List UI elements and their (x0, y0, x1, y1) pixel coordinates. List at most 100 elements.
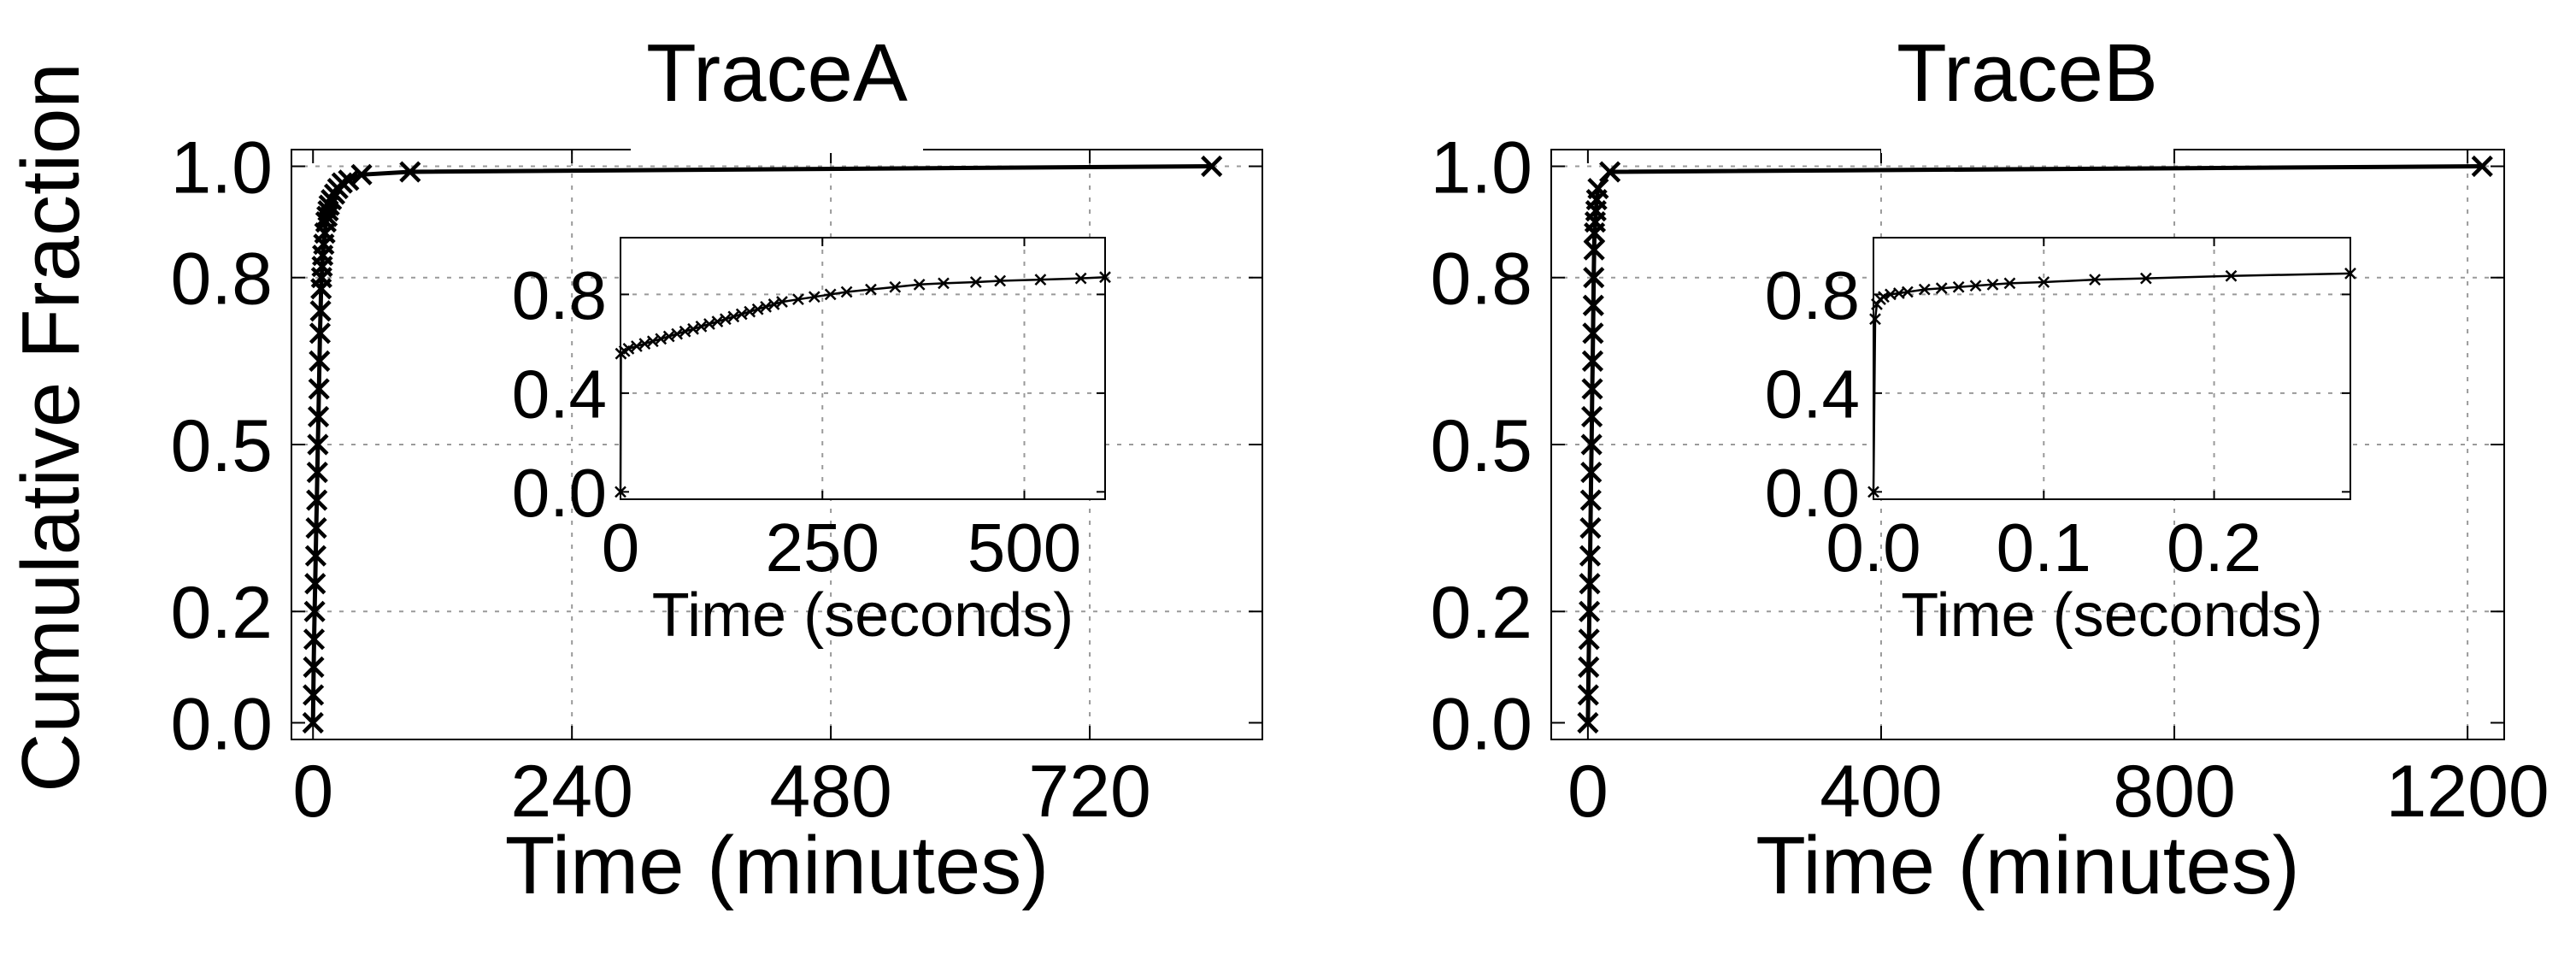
chart-traceA: TraceA 0 240 480 720 0.0 0.2 0.5 0.8 1.0 Time (min… (170, 27, 1263, 911)
traceB-main-data-point (1580, 461, 1603, 484)
traceA-inset-data-point (703, 318, 715, 330)
traceA-main-data-point (303, 684, 325, 706)
traceA-inset-data-point (969, 276, 982, 288)
traceA-main-data-point (308, 378, 330, 400)
traceB-inset-x-tick-label: 0.2 (2167, 510, 2261, 586)
traceA-inset-data-point (751, 303, 764, 315)
traceA-inset-data-point (776, 296, 788, 308)
traceA-main-y-tick-label: 0.8 (170, 239, 273, 321)
traceB-main-data-point (1581, 350, 1604, 372)
traceB-main-data-point (1583, 267, 1605, 289)
traceA-main-x-tick-label: 720 (1028, 751, 1151, 833)
traceB-main-data-point (1587, 177, 1609, 200)
traceA-inset-data-point (631, 340, 643, 352)
traceB-main-data-point (1599, 161, 1621, 183)
traceB-main-data-point (2471, 155, 2493, 178)
traceB-main-x-tick-label: 400 (1820, 751, 1943, 833)
traceA-inset-data-point (735, 308, 748, 321)
traceB-inset-data-point (1878, 291, 1890, 303)
traceA-main-data-point (303, 656, 325, 678)
traceA-inset-y-tick-label: 0.0 (512, 455, 607, 531)
traceA-inset-data-point (622, 343, 635, 355)
traceA-main-data-point (304, 573, 326, 595)
traceA-inset-data-point (840, 286, 853, 298)
traceB-inset-data-point (2003, 277, 2016, 290)
traceB-inset-x-axis-label: Time (seconds) (1901, 581, 2322, 650)
traceA-inset-data-point (695, 321, 708, 333)
traceB-main-data-point (1578, 628, 1600, 651)
traceA-inset-data-point (687, 322, 699, 335)
traceB-inset-y-tick-label: 0.0 (1765, 455, 1860, 531)
traceA-inset-data-point (671, 327, 684, 340)
traceA-inset-data-point (719, 313, 732, 326)
traceB-main-data-point (1578, 656, 1600, 678)
traceB-title: TraceB (1897, 27, 2158, 119)
traceA-main-y-tick-label: 1.0 (170, 127, 273, 209)
traceA-inset-data-point (808, 291, 820, 303)
traceA-inset-data-point (792, 293, 804, 306)
traceB-main-data-point (1579, 517, 1602, 539)
traceB-main-x-axis-label: Time (minutes) (1756, 820, 2300, 911)
traceA-inset-x-axis-label: Time (seconds) (652, 581, 1073, 650)
traceB-inset-data-point (1867, 486, 1879, 498)
traceA-main-data-point (307, 433, 329, 456)
traceA-inset-data-point (662, 330, 675, 343)
traceB-inset-data-point (1869, 313, 1881, 326)
traceB-main-y-tick-label: 1.0 (1430, 127, 1532, 209)
traceB-main-data-point (1581, 405, 1603, 428)
traceA-inset-data-point (655, 333, 668, 345)
traceB-inset-data-point (2038, 276, 2050, 288)
traceB-main-data-point (1577, 684, 1599, 706)
traceA-main-data-point (304, 545, 326, 567)
traceA-main-data-point (318, 194, 340, 216)
traceB-main-x-tick-label: 1200 (2385, 751, 2549, 833)
traceA-inset-data-point (1034, 274, 1047, 286)
traceB-inset-data-point (2089, 274, 2101, 286)
traceA-inset-data-point (744, 305, 756, 318)
shared-y-axis-label: Cumulative Fraction (5, 62, 97, 792)
traceB-inset-frame (1873, 237, 2351, 500)
traceA-main-x-axis-label: Time (minutes) (505, 820, 1050, 911)
traceB-main-data-point (1582, 294, 1604, 316)
traceA-inset-data-point (727, 310, 740, 323)
traceA-main-x-tick-label: 240 (510, 751, 633, 833)
traceB-inset-data-point (1969, 280, 1982, 292)
traceB-main-x-tick-label: 0 (1567, 751, 1609, 833)
traceA-inset-data-point (824, 288, 837, 301)
traceA-inset-data-point (913, 278, 926, 291)
traceA-main-data-point (303, 628, 326, 651)
traceA-main-data-point (303, 600, 326, 622)
traceA-inset-data-point (711, 315, 724, 328)
traceB-main-data-point (1583, 239, 1605, 261)
traceA-inset-y-tick-label: 0.4 (512, 356, 607, 433)
traceA-main-data-point (302, 711, 324, 734)
traceA-inset-data-point (889, 280, 902, 293)
traceA-inset-data-point (760, 300, 772, 313)
traceB-main-data-point (1579, 489, 1602, 511)
traceA-inset-plot-area (620, 238, 1105, 499)
traceA-title-gap (631, 146, 923, 153)
traceB-inset-data-point (2139, 272, 2152, 285)
traceB-inset-y-tick-label: 0.8 (1765, 257, 1860, 333)
traceB-main-y-tick-label: 0.8 (1430, 239, 1532, 321)
traceA-main-y-tick-label: 0.0 (170, 683, 273, 765)
traceA-main-data-point (1201, 155, 1223, 178)
traceB-inset-data-point (1901, 286, 1914, 298)
traceB-main-data-point (1579, 600, 1601, 622)
traceB-inset-data-point (1952, 280, 1965, 293)
traceB-inset-x-tick-label: 0.1 (1997, 510, 2091, 586)
traceA-main-y-tick-label: 0.2 (170, 572, 273, 654)
traceB-title-gap (1881, 146, 2173, 153)
traceA-inset-x-tick-label: 250 (766, 510, 879, 586)
traceA-main-data-point (305, 517, 327, 539)
traceA-main-data-point (399, 161, 421, 183)
traceB-main-data-point (1580, 433, 1603, 456)
traceB-inset-data-point (1986, 278, 1999, 291)
chart-traceB: TraceB 0 400 800 1200 0.0 0.2 0.5 0.8 1.0 Time (mi… (1430, 27, 2549, 911)
traceA-inset-data-point (1099, 271, 1111, 284)
traceA-inset-x-tick-label: 500 (967, 510, 1081, 586)
traceA-inset-data-point (994, 274, 1007, 287)
traceA-main-data-point (331, 172, 353, 194)
